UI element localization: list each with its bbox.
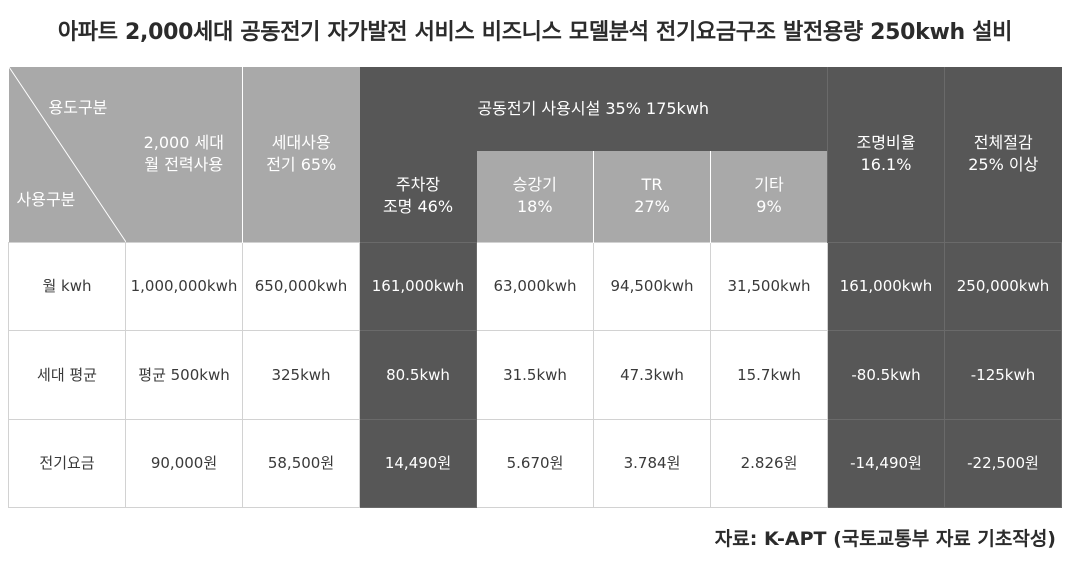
table-cell: 250,000kwh bbox=[944, 241, 1062, 331]
table-cell: 58,500원 bbox=[242, 418, 360, 508]
header-tr: TR 27% bbox=[593, 151, 711, 242]
row-label: 전기요금 bbox=[8, 418, 126, 508]
electricity-cost-table: 용도구분 사용구분 2,000 세대 월 전력사용 세대사용 전기 65% 공동… bbox=[8, 67, 1062, 508]
header-other: 기타 9% bbox=[710, 151, 828, 242]
header-common-electricity: 공동전기 사용시설 35% 175kwh bbox=[359, 67, 828, 151]
corner-label-usage-type: 사용구분 bbox=[16, 190, 76, 209]
header-parking-lighting: 주차장 조명 46% bbox=[359, 151, 477, 242]
diagonal-divider bbox=[8, 67, 126, 242]
table-cell: 161,000kwh bbox=[827, 241, 945, 331]
corner-label-usage-category: 용도구분 bbox=[48, 98, 108, 117]
row-label: 세대 평균 bbox=[8, 329, 126, 420]
table-cell: 3.784원 bbox=[593, 418, 711, 508]
header-monthly-usage: 2,000 세대 월 전력사용 bbox=[125, 67, 243, 242]
table-cell: -80.5kwh bbox=[827, 329, 945, 420]
row-label: 월 kwh bbox=[8, 241, 126, 331]
table-row: 월 kwh 1,000,000kwh 650,000kwh 161,000kwh… bbox=[8, 241, 1062, 331]
table-cell: 80.5kwh bbox=[359, 329, 477, 420]
table-cell: -22,500원 bbox=[944, 418, 1062, 508]
source-note: 자료: K-APT (국토교통부 자료 기초작성) bbox=[714, 528, 1056, 550]
table-cell: 14,490원 bbox=[359, 418, 477, 508]
table-cell: -125kwh bbox=[944, 329, 1062, 420]
table-cell: 31,500kwh bbox=[710, 241, 828, 331]
table-cell: 5.670원 bbox=[476, 418, 594, 508]
table-cell: 650,000kwh bbox=[242, 241, 360, 331]
table-row: 전기요금 90,000원 58,500원 14,490원 5.670원 3.78… bbox=[8, 418, 1062, 508]
table-cell: 47.3kwh bbox=[593, 329, 711, 420]
header-corner-cell: 용도구분 사용구분 bbox=[8, 67, 126, 242]
table-row: 세대 평균 평균 500kwh 325kwh 80.5kwh 31.5kwh 4… bbox=[8, 329, 1062, 420]
table-cell: -14,490원 bbox=[827, 418, 945, 508]
table-cell: 161,000kwh bbox=[359, 241, 477, 331]
table-cell: 90,000원 bbox=[125, 418, 243, 508]
table-cell: 15.7kwh bbox=[710, 329, 828, 420]
table-cell: 31.5kwh bbox=[476, 329, 594, 420]
table-cell: 63,000kwh bbox=[476, 241, 594, 331]
header-lighting-ratio: 조명비율 16.1% bbox=[827, 67, 945, 242]
table-cell: 94,500kwh bbox=[593, 241, 711, 331]
header-total-saving: 전체절감 25% 이상 bbox=[944, 67, 1062, 242]
table-cell: 2.826원 bbox=[710, 418, 828, 508]
table-cell: 평균 500kwh bbox=[125, 329, 243, 420]
table-cell: 325kwh bbox=[242, 329, 360, 420]
page-title: 아파트 2,000세대 공동전기 자가발전 서비스 비즈니스 모델분석 전기요금… bbox=[57, 20, 1013, 45]
header-household-usage: 세대사용 전기 65% bbox=[242, 67, 360, 242]
table-cell: 1,000,000kwh bbox=[125, 241, 243, 331]
header-elevator: 승강기 18% bbox=[476, 151, 594, 242]
